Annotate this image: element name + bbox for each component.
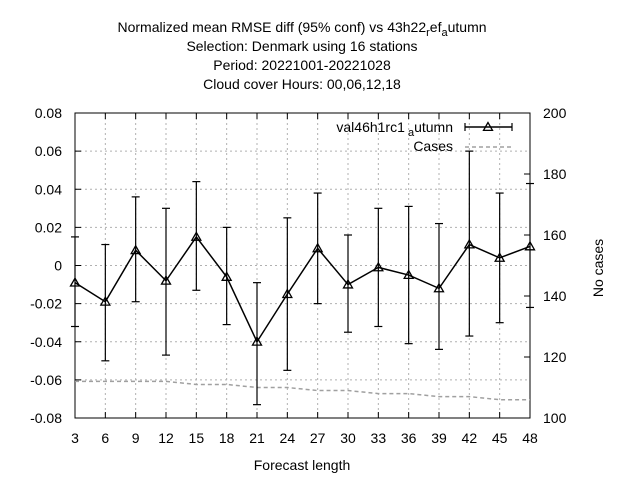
- data-point: [99, 295, 111, 306]
- data-point: [190, 231, 202, 241]
- y-tick-label: -0.02: [30, 296, 62, 312]
- x-tick-label: 45: [492, 430, 508, 446]
- y-tick-label: 0: [54, 258, 62, 274]
- data-point: [524, 240, 536, 251]
- y2-tick-label: 180: [543, 166, 567, 182]
- y-tick-label: 0.08: [35, 105, 62, 121]
- x-tick-label: 24: [280, 430, 296, 446]
- chart-title: Normalized mean RMSE diff (95% conf) vs …: [117, 19, 486, 92]
- x-tick-label: 30: [340, 430, 356, 446]
- val-series: [69, 150, 536, 406]
- series-line: [74, 235, 531, 344]
- y2-tick-label: 120: [543, 349, 567, 365]
- y-tick-label: 0.04: [35, 181, 62, 197]
- x-axis-label: Forecast length: [254, 457, 351, 473]
- title-line-3: Period: 20221001-20221028: [213, 57, 391, 73]
- y2-tick-label: 100: [543, 410, 567, 426]
- y-axis-left: 0.08 0.06 0.04 0.02 0 -0.02 -0.04 -0.06 -0.08: [30, 105, 81, 426]
- data-point: [251, 335, 263, 346]
- title-line-4: Cloud cover Hours: 00,06,12,18: [203, 76, 401, 92]
- x-axis: 3 6 9 12 15 18 21 24 27 30 33 36 39 42 45 48: [71, 113, 538, 446]
- cases-line: [75, 380, 530, 401]
- x-tick-label: 33: [371, 430, 387, 446]
- y2-tick-label: 160: [543, 227, 567, 243]
- y2-tick-label: 200: [543, 105, 567, 121]
- y-tick-label: 0.06: [35, 143, 62, 159]
- grid: [75, 113, 530, 418]
- data-point: [281, 288, 293, 299]
- x-tick-label: 39: [431, 430, 447, 446]
- x-tick-label: 6: [101, 430, 109, 446]
- legend-label-cases: Cases: [413, 138, 453, 154]
- x-tick-label: 42: [462, 430, 478, 446]
- x-tick-label: 12: [158, 430, 174, 446]
- y-tick-label: -0.08: [30, 410, 62, 426]
- x-tick-label: 18: [219, 430, 235, 446]
- x-tick-label: 3: [71, 430, 79, 446]
- data-point: [494, 252, 506, 262]
- data-point: [372, 261, 384, 272]
- y-tick-label: -0.06: [30, 372, 62, 388]
- data-point: [433, 282, 445, 293]
- data-point: [130, 244, 142, 255]
- legend-label-val: val46h1rc1 autumn: [336, 119, 453, 139]
- data-point: [342, 278, 354, 289]
- data-point: [160, 274, 172, 285]
- data-point: [221, 271, 233, 281]
- data-point: [69, 276, 81, 287]
- y-axis-right: 200 180 160 140 120 100: [524, 105, 567, 426]
- x-tick-label: 15: [189, 430, 205, 446]
- data-point: [463, 238, 475, 249]
- cases-series: [75, 380, 530, 401]
- x-tick-label: 21: [249, 430, 265, 446]
- x-tick-label: 27: [310, 430, 326, 446]
- y2-axis-label: No cases: [590, 239, 606, 297]
- title-line-2: Selection: Denmark using 16 stations: [186, 38, 417, 54]
- x-tick-label: 48: [522, 430, 538, 446]
- x-tick-label: 36: [401, 430, 417, 446]
- legend-marker-val: [482, 121, 494, 132]
- title-line-1: Normalized mean RMSE diff (95% conf) vs …: [117, 19, 486, 39]
- x-tick-label: 9: [132, 430, 140, 446]
- data-point: [312, 242, 324, 253]
- y-tick-label: -0.04: [30, 334, 62, 350]
- data-point: [403, 269, 415, 280]
- y-tick-label: 0.02: [35, 219, 62, 235]
- y2-tick-label: 140: [543, 288, 567, 304]
